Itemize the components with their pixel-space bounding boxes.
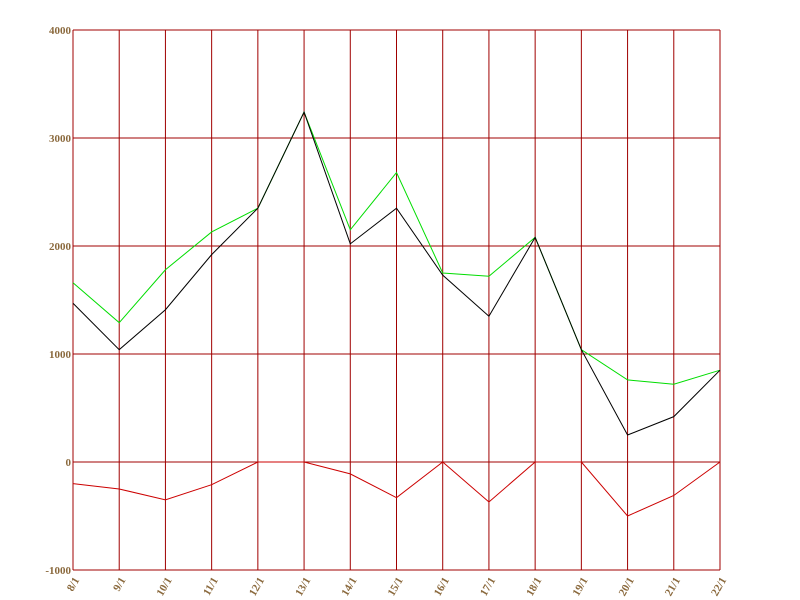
x-tick-label: 12/1 <box>247 575 267 598</box>
x-tick-label: 18/1 <box>524 575 544 598</box>
y-tick-label: 2000 <box>49 241 72 253</box>
y-tick-label: -1000 <box>45 565 71 577</box>
x-tick-label: 16/1 <box>432 575 452 598</box>
x-tick-label: 8/1 <box>65 575 82 593</box>
x-tick-label: 19/1 <box>570 575 590 598</box>
y-tick-label: 4000 <box>49 25 72 37</box>
x-tick-label: 11/1 <box>201 575 221 597</box>
x-tick-label: 15/1 <box>386 575 406 598</box>
y-tick-label: 3000 <box>49 133 72 145</box>
x-tick-label: 10/1 <box>155 575 175 598</box>
x-tick-label: 9/1 <box>111 575 128 593</box>
series-line <box>72 110 721 436</box>
y-tick-label: 1000 <box>49 349 72 361</box>
x-tick-label: 20/1 <box>617 575 637 598</box>
x-tick-label: 21/1 <box>663 575 683 598</box>
x-tick-label: 14/1 <box>339 575 359 598</box>
x-tick-label: 13/1 <box>293 575 313 598</box>
y-tick-label: 0 <box>66 457 72 469</box>
series-line <box>72 461 721 517</box>
x-tick-label: 22/1 <box>709 575 729 598</box>
x-tick-label: 17/1 <box>478 575 498 598</box>
series-line <box>72 110 721 385</box>
